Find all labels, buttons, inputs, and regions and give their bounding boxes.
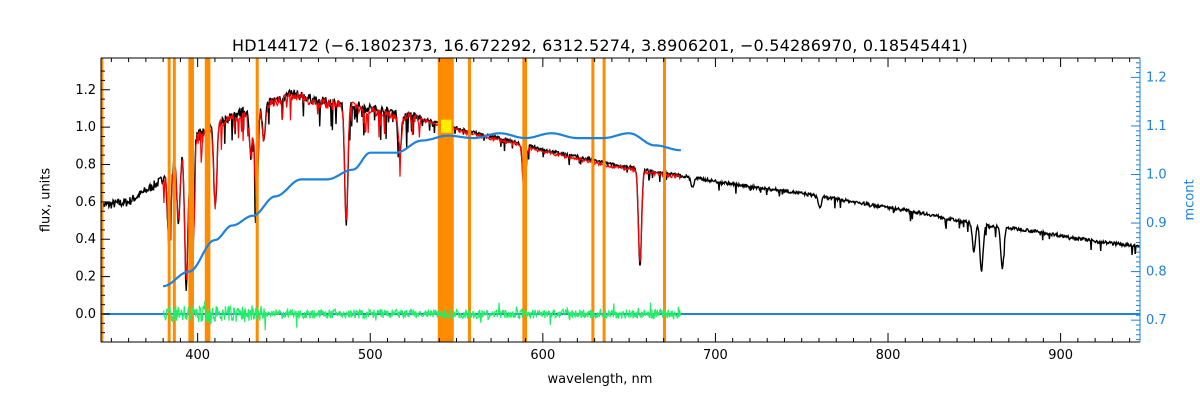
residual-line xyxy=(162,300,682,331)
x-tick-label: 600 xyxy=(530,348,555,363)
y2-tick-label: 0.7 xyxy=(1146,313,1167,328)
x-tick-label: 400 xyxy=(185,348,210,363)
y-tick-label: 1.0 xyxy=(75,120,96,135)
y2-tick-label: 0.9 xyxy=(1146,216,1167,231)
y2-tick-label: 0.8 xyxy=(1146,265,1167,280)
y2-tick-label: 1.1 xyxy=(1146,119,1167,134)
y-tick-label: 0.2 xyxy=(75,270,96,285)
x-tick-label: 500 xyxy=(358,348,383,363)
y-tick-label: 0.6 xyxy=(75,195,96,210)
y-tick-label: 0.4 xyxy=(75,232,96,247)
y-tick-label: 0.8 xyxy=(75,158,96,173)
x-tick-label: 900 xyxy=(1048,348,1073,363)
y-tick-label: 0.0 xyxy=(75,307,96,322)
y2-tick-label: 1.0 xyxy=(1146,168,1167,183)
highlight-region xyxy=(441,119,452,133)
y-tick-label: 1.2 xyxy=(75,83,96,98)
plot-area xyxy=(101,58,1140,342)
x-tick-label: 700 xyxy=(703,348,728,363)
x-axis-label: wavelength, nm xyxy=(547,372,653,387)
x-tick-label: 800 xyxy=(876,348,901,363)
mcont-line xyxy=(162,132,681,288)
y2-tick-label: 1.2 xyxy=(1146,70,1167,85)
chart-title: HD144172 (−6.1802373, 16.672292, 6312.52… xyxy=(232,36,968,55)
